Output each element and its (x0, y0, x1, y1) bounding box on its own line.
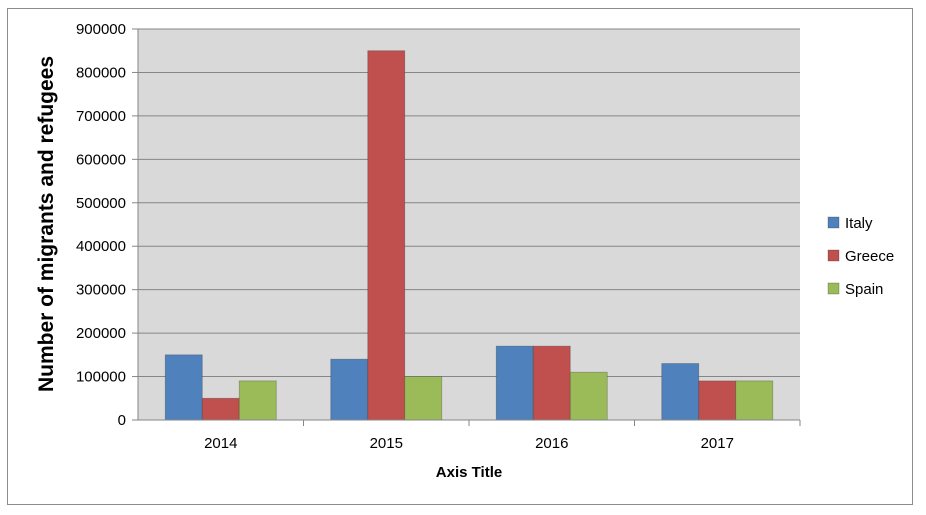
plot-area (138, 29, 800, 420)
x-tick-label: 2014 (204, 435, 237, 452)
legend-swatch-spain (827, 282, 840, 295)
bar-greece-2015 (367, 50, 406, 421)
bar-italy-2016 (495, 345, 534, 421)
legend-label-greece: Greece (845, 248, 894, 265)
x-tick-label: 2017 (701, 435, 734, 452)
bar-greece-2017 (698, 380, 737, 421)
y-axis-title: Number of migrants and refugees (35, 56, 58, 392)
y-tick-label: 200000 (76, 325, 126, 342)
bar-italy-2017 (661, 363, 700, 421)
bar-spain-2016 (569, 371, 608, 421)
bar-spain-2017 (735, 380, 774, 421)
y-tick-label: 700000 (76, 108, 126, 125)
gridlines (132, 28, 800, 421)
y-tick-label: 800000 (76, 64, 126, 81)
y-tick-labels: 0 100000 200000 300000 400000 500000 600000 700… (76, 21, 126, 429)
y-tick-label: 100000 (76, 369, 126, 386)
bar-italy-2015 (330, 358, 369, 421)
y-tick-label: 900000 (76, 21, 126, 38)
x-tick-label: 2016 (535, 435, 568, 452)
legend-swatch-italy (827, 216, 840, 229)
bar-greece-2014 (201, 397, 240, 421)
bar-greece-2016 (532, 345, 571, 421)
bar-italy-2014 (164, 354, 203, 421)
y-tick-label: 400000 (76, 238, 126, 255)
legend-label-italy: Italy (845, 215, 873, 232)
y-tick-label: 600000 (76, 151, 126, 168)
x-tick-label: 2015 (370, 435, 403, 452)
bar-spain-2014 (238, 380, 277, 421)
y-tick-label: 500000 (76, 195, 126, 212)
legend: Italy Greece Spain (827, 215, 894, 298)
y-tick-label: 300000 (76, 282, 126, 299)
bars (164, 50, 774, 421)
legend-swatch-greece (827, 249, 840, 262)
y-tick-label: 0 (118, 412, 126, 429)
x-axis-title: Axis Title (436, 464, 502, 481)
legend-label-spain: Spain (845, 281, 883, 298)
x-tick-labels: 2014 2015 2016 2017 (204, 420, 801, 452)
bar-spain-2015 (404, 376, 443, 421)
